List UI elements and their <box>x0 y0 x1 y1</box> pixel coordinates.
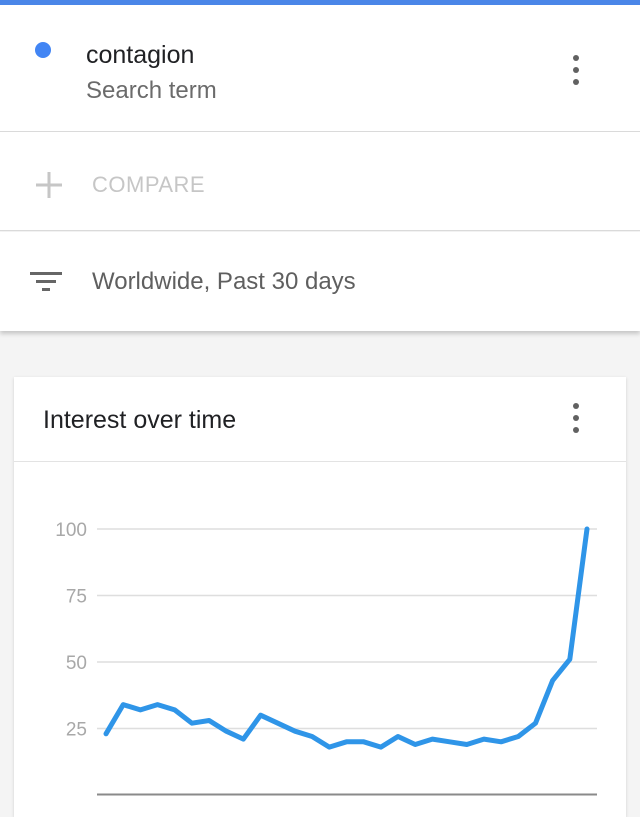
kebab-dot <box>573 415 579 421</box>
data-point <box>173 708 176 711</box>
data-point <box>259 714 262 717</box>
card-header: Interest over time <box>14 377 626 462</box>
card-title: Interest over time <box>43 406 237 434</box>
term-name: contagion <box>86 41 195 69</box>
interest-line-chart: 25 50 75 100 <box>55 520 597 796</box>
y-tick-label: 50 <box>66 653 87 674</box>
data-point <box>500 740 503 743</box>
term-color-dot <box>35 42 51 58</box>
more-vert-icon[interactable] <box>564 55 588 85</box>
data-point <box>105 732 107 735</box>
kebab-dot <box>573 427 579 433</box>
data-point <box>482 738 485 741</box>
data-point <box>397 735 399 738</box>
kebab-dot <box>573 79 579 85</box>
kebab-dot <box>573 403 579 409</box>
more-vert-icon[interactable] <box>564 403 588 433</box>
data-point <box>517 735 520 738</box>
interest-over-time-card: Interest over time 25 50 75 100 <box>14 377 626 817</box>
data-point <box>551 679 554 682</box>
data-point <box>242 738 245 741</box>
data-point <box>586 528 588 530</box>
data-point <box>534 722 537 725</box>
data-point <box>294 730 296 733</box>
data-point <box>465 743 468 746</box>
data-point <box>225 730 228 733</box>
data-point <box>276 722 279 725</box>
plus-icon <box>36 172 62 198</box>
data-point <box>139 708 142 711</box>
compare-button[interactable]: COMPARE <box>92 172 206 197</box>
kebab-dot <box>573 55 579 61</box>
data-point <box>311 735 314 738</box>
y-tick-label: 75 <box>66 587 87 608</box>
compare-row[interactable]: COMPARE <box>0 132 640 231</box>
data-point <box>190 722 193 725</box>
data-point <box>156 703 159 706</box>
data-point <box>448 740 451 743</box>
term-type-label: Search term <box>86 77 217 104</box>
search-term-row[interactable]: contagion Search term <box>0 5 640 132</box>
data-point <box>414 743 417 746</box>
kebab-dot <box>573 67 579 73</box>
data-point <box>345 740 348 743</box>
data-point <box>379 746 382 749</box>
series-line[interactable] <box>103 526 590 750</box>
data-point <box>431 738 434 741</box>
filter-row[interactable]: Worldwide, Past 30 days <box>0 232 640 331</box>
filter-summary[interactable]: Worldwide, Past 30 days <box>92 268 356 295</box>
y-tick-label: 100 <box>55 520 87 541</box>
data-point <box>122 703 125 706</box>
top-accent-bar <box>0 0 640 5</box>
y-tick-label: 25 <box>66 720 87 741</box>
data-point <box>208 719 211 722</box>
data-point <box>328 746 331 749</box>
data-point <box>362 740 365 743</box>
filter-list-icon <box>30 272 62 291</box>
data-point <box>568 658 571 661</box>
